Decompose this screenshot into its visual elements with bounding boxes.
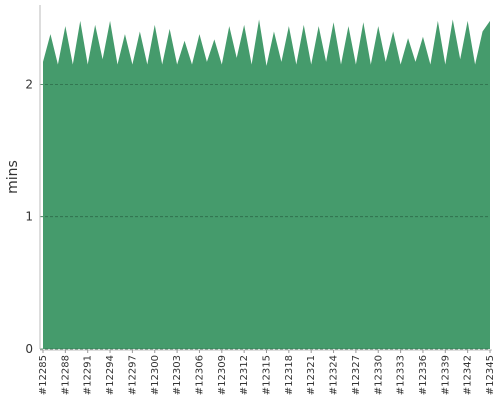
x-tick-label: #12288: [60, 355, 71, 395]
x-tick-label: #12339: [440, 355, 451, 395]
x-tick-label: #12318: [284, 355, 295, 395]
x-tick-label: #12345: [485, 355, 496, 395]
x-tick-label: #12300: [150, 355, 161, 395]
x-tick-label: #12291: [83, 355, 94, 395]
x-tick-label: #12333: [396, 355, 407, 395]
x-tick-label: #12315: [262, 355, 273, 395]
x-tick-label: #12321: [306, 355, 317, 395]
x-tick-label: #12297: [127, 355, 138, 395]
area: [43, 19, 490, 350]
y-axis-label: mins: [5, 160, 21, 194]
x-tick-label: #12309: [217, 355, 228, 395]
y-tick-label: 0: [25, 342, 33, 356]
x-tick-label: #12324: [329, 355, 340, 395]
x-tick-label: #12342: [463, 355, 474, 395]
x-tick-label: #12303: [172, 355, 183, 395]
x-tick-label: #12327: [351, 355, 362, 395]
x-tick-label: #12285: [38, 355, 49, 395]
x-tick-label: #12330: [373, 355, 384, 395]
x-tick-label: #12306: [194, 355, 205, 395]
x-tick-label: #12336: [418, 355, 429, 395]
x-tick-label: #12312: [239, 355, 250, 395]
y-tick-label: 1: [25, 210, 33, 224]
y-tick-label: 2: [25, 77, 33, 91]
x-tick-label: #12294: [105, 355, 116, 395]
